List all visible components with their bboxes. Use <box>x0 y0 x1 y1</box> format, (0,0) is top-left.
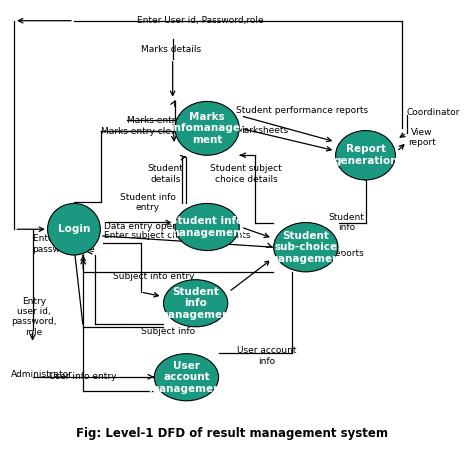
Text: Fig: Level-1 DFD of result management system: Fig: Level-1 DFD of result management sy… <box>76 427 388 440</box>
Text: Entry
user id,
password,
role: Entry user id, password, role <box>11 296 56 337</box>
Ellipse shape <box>164 280 228 327</box>
Text: Student subject
choice details: Student subject choice details <box>210 164 282 184</box>
Text: Student info
management: Student info management <box>168 216 246 238</box>
Text: Student
details: Student details <box>148 164 184 184</box>
Text: Enter User id, Password,role: Enter User id, Password,role <box>137 16 264 25</box>
Ellipse shape <box>47 203 100 255</box>
Text: Marks entry clerk: Marks entry clerk <box>101 128 181 137</box>
Text: Administrator: Administrator <box>11 370 73 380</box>
Text: Marks details: Marks details <box>140 45 201 54</box>
Text: Data entry operator: Data entry operator <box>104 222 194 231</box>
Text: Enter user id,
password,role: Enter user id, password,role <box>33 234 95 254</box>
Ellipse shape <box>336 131 395 180</box>
Text: User info entry: User info entry <box>49 372 116 381</box>
Text: Subject info: Subject info <box>141 326 195 336</box>
Text: Marks
infomanage-
ment: Marks infomanage- ment <box>170 112 244 145</box>
Text: Student info
entry: Student info entry <box>120 192 176 212</box>
Ellipse shape <box>175 101 239 155</box>
Text: Student
info: Student info <box>329 213 365 232</box>
Ellipse shape <box>155 354 219 401</box>
Text: Coordinator: Coordinator <box>407 108 460 117</box>
Text: User account
info: User account info <box>237 346 297 366</box>
Text: Subject into entry: Subject into entry <box>113 272 194 281</box>
Text: Student performance reports: Student performance reports <box>236 106 368 115</box>
Text: Student
info
management: Student info management <box>157 286 234 320</box>
Text: View
report: View report <box>408 128 436 147</box>
Text: Report
generation: Report generation <box>333 144 398 166</box>
Text: Reports: Reports <box>329 249 364 258</box>
Text: Student
sub-choice
management: Student sub-choice management <box>267 231 345 264</box>
Text: Marks entry: Marks entry <box>127 116 181 125</box>
Ellipse shape <box>175 203 239 251</box>
Text: Login: Login <box>58 224 90 234</box>
Text: User
account
management: User account management <box>148 360 225 394</box>
Text: Enter subject choice of students: Enter subject choice of students <box>104 232 250 241</box>
Ellipse shape <box>273 222 338 272</box>
Text: Marksheets: Marksheets <box>236 126 288 135</box>
